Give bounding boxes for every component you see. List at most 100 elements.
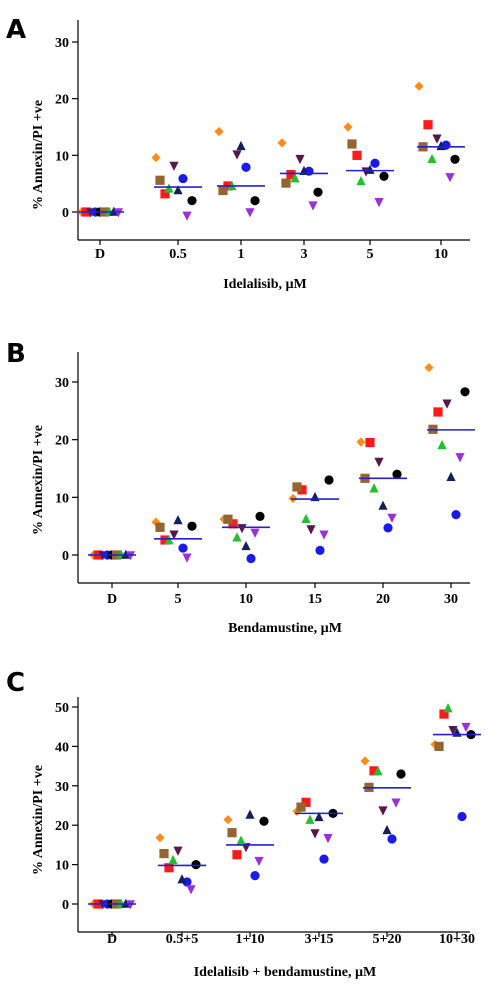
y-tick-label: 10 bbox=[55, 149, 69, 164]
data-point bbox=[125, 900, 135, 910]
data-point bbox=[451, 510, 461, 520]
data-point bbox=[155, 522, 165, 532]
data-point bbox=[455, 453, 465, 463]
data-point bbox=[424, 362, 434, 373]
x-tick-label: D bbox=[107, 592, 117, 607]
data-point bbox=[292, 482, 302, 492]
data-point bbox=[241, 162, 251, 172]
data-point bbox=[379, 171, 389, 181]
data-point bbox=[246, 553, 256, 564]
y-tick-label: 20 bbox=[55, 434, 69, 449]
data-point bbox=[151, 153, 161, 163]
data-point bbox=[352, 150, 362, 160]
data-point bbox=[218, 185, 228, 196]
data-point bbox=[301, 513, 311, 524]
data-point bbox=[182, 553, 192, 563]
x-tick-label: 0.5+5 bbox=[166, 932, 198, 947]
data-point bbox=[343, 122, 353, 132]
data-point bbox=[296, 802, 306, 812]
data-point bbox=[173, 185, 183, 195]
y-tick-label: 40 bbox=[55, 740, 69, 755]
data-point bbox=[324, 475, 334, 485]
x-tick-label: 3 bbox=[301, 247, 308, 262]
data-point bbox=[169, 161, 179, 171]
panel-b: B 0 10 20 30 D 5 10 15 20 30 % Annexin/PI +ve Ben… bbox=[6, 339, 475, 636]
data-point bbox=[178, 173, 188, 184]
y-tick-label: 0 bbox=[62, 898, 69, 913]
y-tick-label: 30 bbox=[55, 780, 69, 795]
data-point bbox=[378, 806, 388, 816]
data-point bbox=[214, 126, 224, 137]
data-point bbox=[305, 814, 315, 824]
data-point bbox=[310, 829, 320, 839]
data-point bbox=[319, 530, 329, 540]
x-tick-label: 20 bbox=[376, 592, 390, 607]
data-point bbox=[160, 535, 170, 545]
data-point bbox=[295, 154, 305, 165]
data-point bbox=[432, 134, 442, 144]
data-point bbox=[360, 756, 370, 766]
data-point bbox=[281, 178, 291, 188]
x-tick-label: 1+10 bbox=[236, 932, 265, 947]
data-point bbox=[155, 833, 165, 843]
data-point bbox=[443, 703, 453, 713]
y-axis-title: % Annexin/PI +ve bbox=[31, 425, 46, 535]
x-axis-title: Idelalisib, µM bbox=[223, 277, 307, 292]
data-point bbox=[369, 766, 379, 776]
x-tick-label: D bbox=[95, 247, 105, 262]
data-point bbox=[383, 523, 393, 533]
data-point bbox=[245, 208, 255, 218]
data-point bbox=[457, 811, 467, 822]
y-tick-label: 10 bbox=[55, 859, 69, 874]
data-point bbox=[356, 437, 366, 447]
data-point bbox=[155, 175, 165, 185]
data-point bbox=[182, 211, 192, 221]
y-axis-title: % Annexin/PI +ve bbox=[31, 100, 46, 210]
x-tick-label: 5 bbox=[367, 247, 374, 262]
data-point bbox=[255, 511, 265, 521]
data-point bbox=[236, 835, 246, 845]
data-point bbox=[232, 850, 242, 860]
data-point bbox=[437, 440, 447, 450]
data-point bbox=[314, 811, 324, 822]
data-point bbox=[369, 483, 379, 493]
data-point bbox=[308, 201, 318, 211]
x-tick-label: D bbox=[107, 932, 117, 947]
data-point bbox=[168, 854, 178, 865]
data-point bbox=[319, 854, 329, 864]
panel-c: C 0 10 20 30 40 50 D 0.5+5 1+10 3+15 5+20 10+30 % A… bbox=[6, 668, 481, 980]
data-point bbox=[121, 549, 131, 559]
data-point bbox=[433, 407, 443, 417]
data-point bbox=[382, 824, 392, 835]
y-tick-label: 20 bbox=[55, 819, 69, 834]
data-point bbox=[373, 766, 383, 776]
data-point bbox=[323, 834, 333, 844]
data-point bbox=[374, 198, 384, 208]
data-point bbox=[227, 828, 237, 838]
data-point bbox=[173, 515, 183, 525]
data-point bbox=[228, 519, 238, 529]
data-point bbox=[186, 885, 196, 895]
data-point bbox=[173, 846, 183, 856]
data-point bbox=[159, 848, 169, 859]
data-point bbox=[460, 387, 470, 397]
data-point bbox=[164, 535, 174, 545]
data-point bbox=[164, 183, 174, 193]
data-point bbox=[423, 120, 433, 130]
data-point bbox=[356, 176, 366, 186]
plot-area: 0 10 20 30 D 5 10 15 20 30 bbox=[55, 352, 475, 607]
data-point bbox=[370, 158, 380, 168]
data-point bbox=[439, 709, 449, 719]
data-point bbox=[442, 399, 452, 409]
x-axis-title: Idelalisib + bendamustine, µM bbox=[194, 965, 377, 980]
y-tick-label: 20 bbox=[55, 93, 69, 108]
plot-area: 0 10 20 30 D 0.5 1 3 5 10 bbox=[55, 20, 470, 262]
plot-area: 0 10 20 30 40 50 D 0.5+5 1+10 3+15 5+20 10+30 bbox=[55, 697, 481, 947]
x-axis-title: Bendamustine, µM bbox=[228, 621, 342, 636]
data-point bbox=[365, 437, 375, 448]
data-point bbox=[237, 524, 247, 534]
y-tick-label: 0 bbox=[62, 206, 69, 221]
data-point bbox=[125, 551, 135, 561]
data-point bbox=[259, 816, 269, 826]
